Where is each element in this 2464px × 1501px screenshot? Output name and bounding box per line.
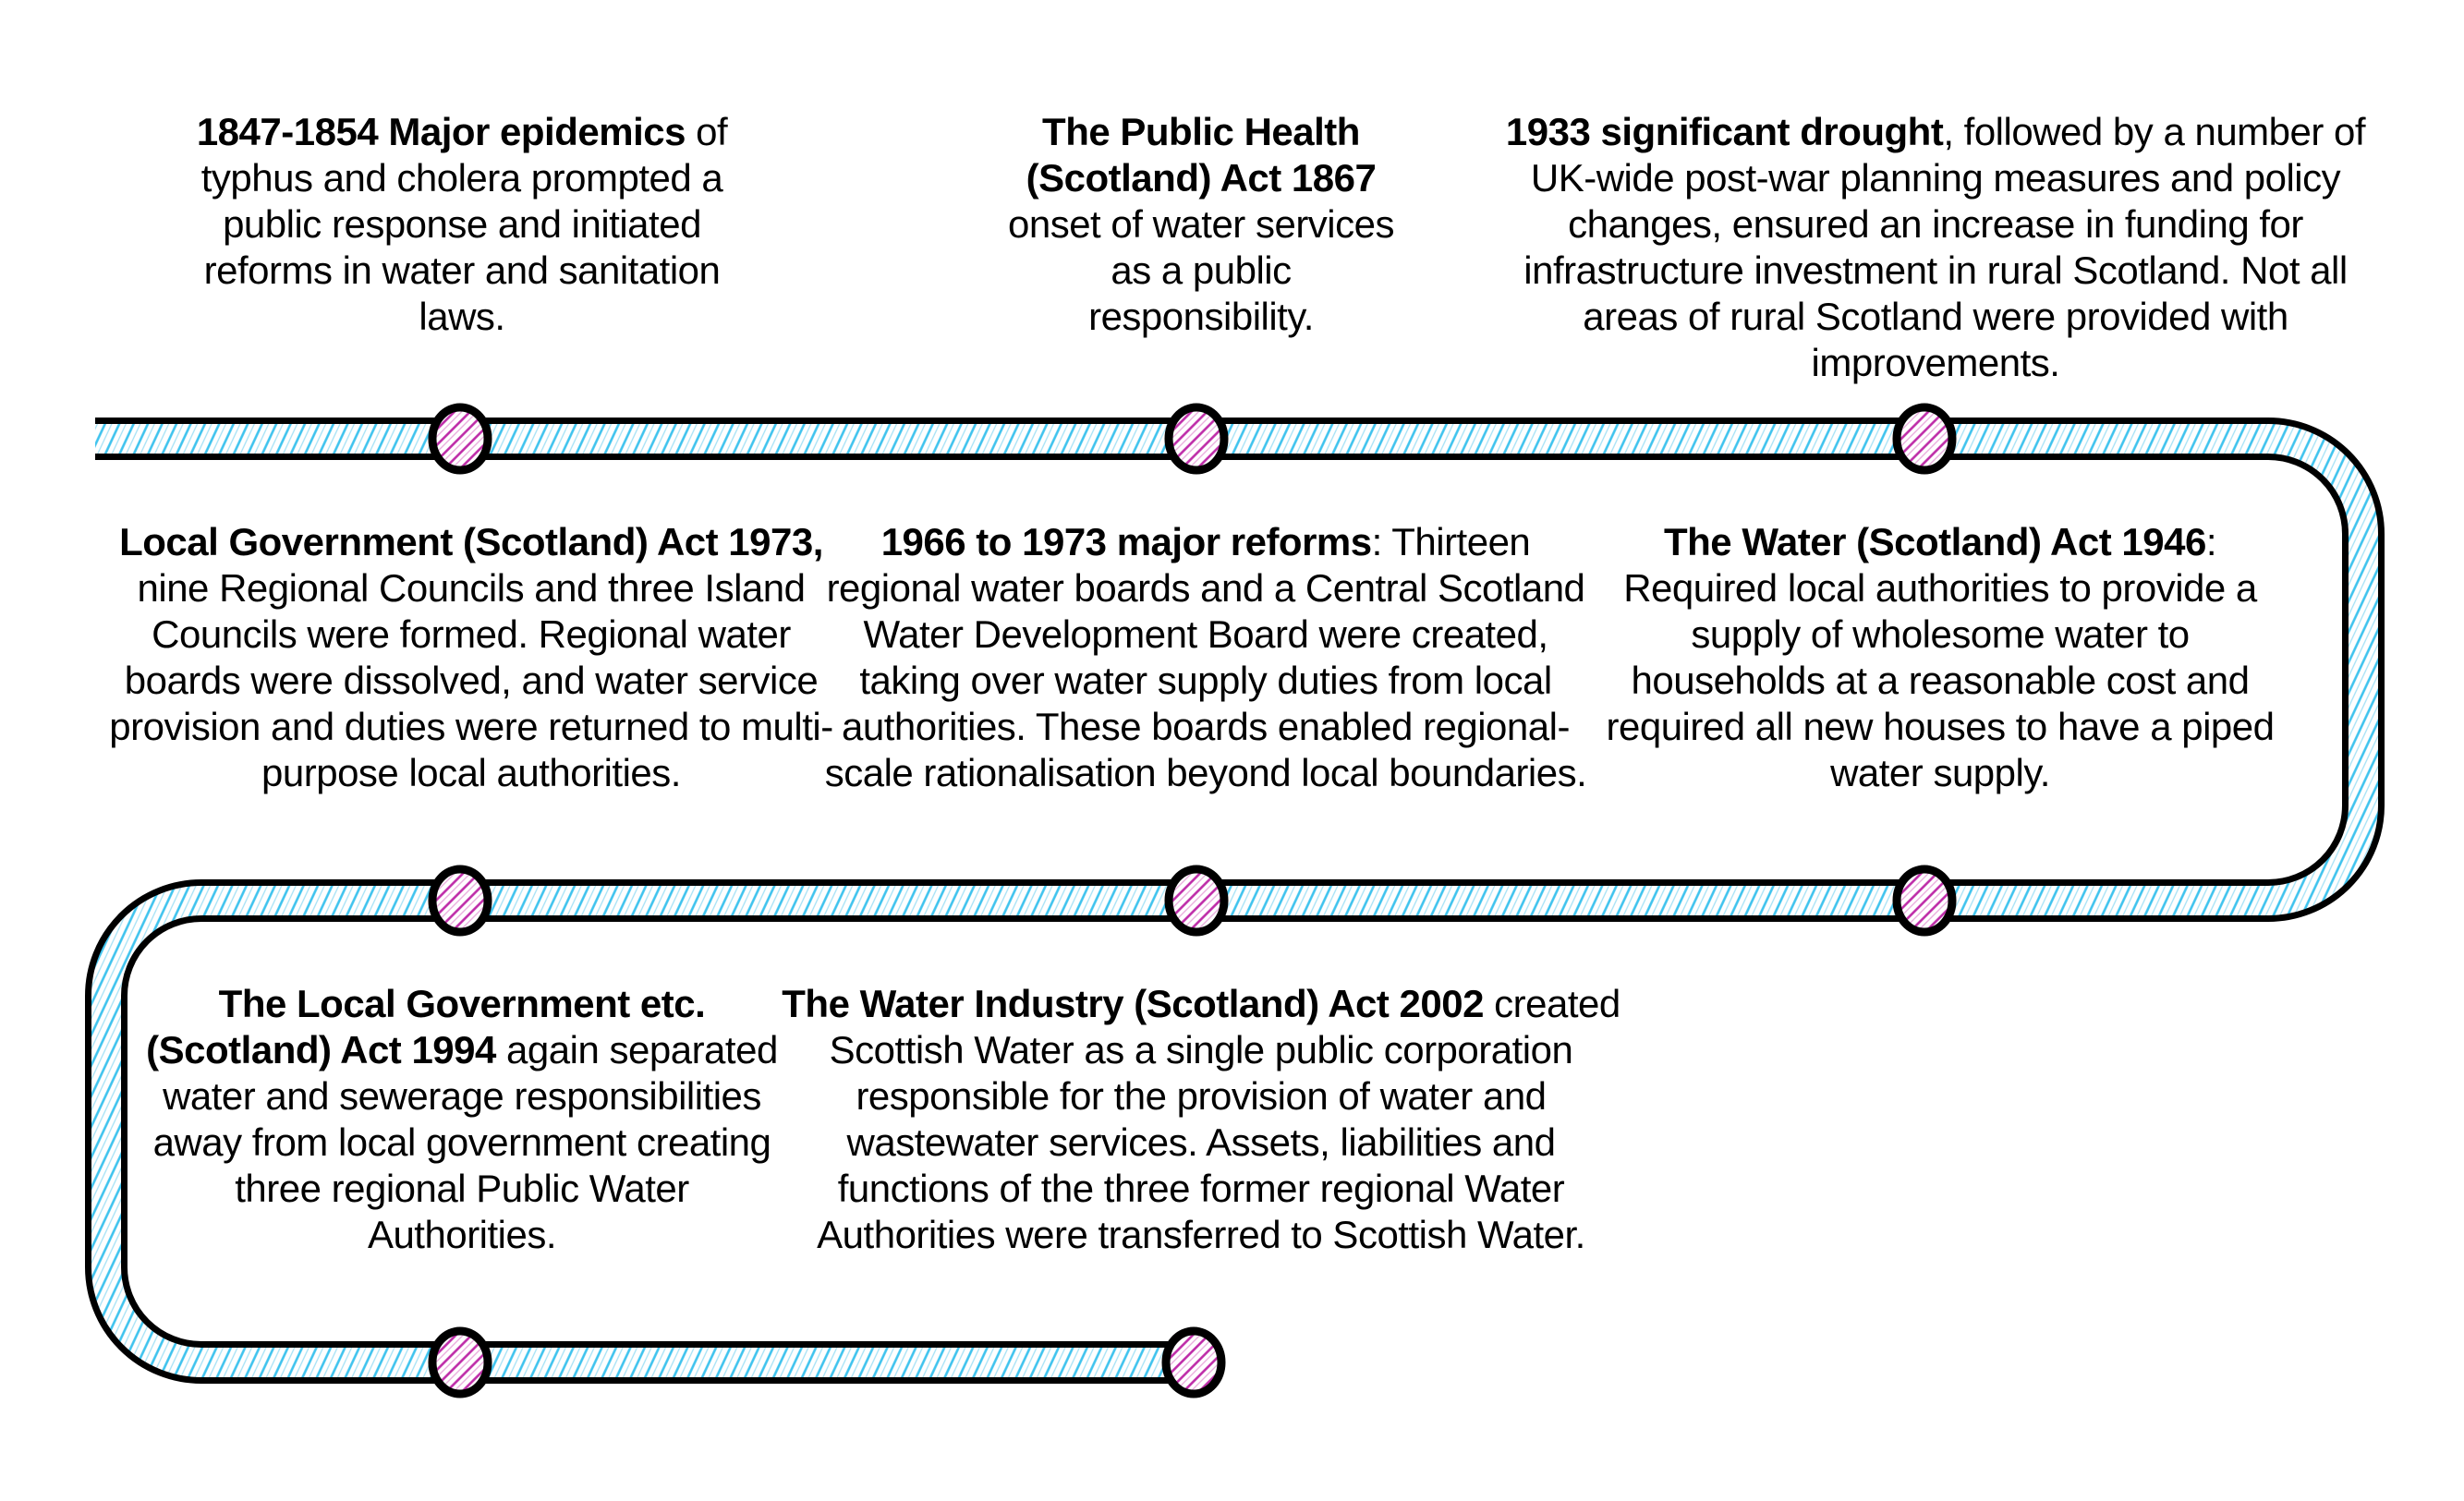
event-3-body: , followed by a number of UK-wide post-w… (1523, 110, 2366, 384)
timeline-node-8 (1161, 1326, 1226, 1398)
timeline-event-8: The Water Industry (Scotland) Act 2002 c… (781, 981, 1621, 1258)
event-4-highlight: Local Government (Scotland) Act 1973, (119, 520, 823, 563)
event-7-body: again separated water and sewerage respo… (152, 1028, 779, 1256)
event-8-body: created Scottish Water as a single publi… (817, 982, 1620, 1256)
event-3-highlight: 1933 significant drought (1505, 110, 1944, 153)
timeline-node-1 (428, 403, 492, 475)
event-1-highlight: 1847-1854 Major epidemics (196, 110, 686, 153)
event-5-body: : Thirteen regional water boards and a C… (824, 520, 1587, 794)
timeline-node-7 (428, 1326, 492, 1398)
timeline-event-3: 1933 significant drought, followed by a … (1492, 109, 2379, 386)
event-8-highlight: The Water Industry (Scotland) Act 2002 (782, 982, 1484, 1025)
event-6-body: : Required local authorities to provide … (1606, 520, 2275, 794)
event-4-body: nine Regional Councils and three Island … (109, 566, 833, 794)
event-2-highlight: The Public Health (Scotland) Act 1867 (1026, 110, 1377, 200)
timeline-event-2: The Public Health (Scotland) Act 1867 on… (1002, 109, 1400, 340)
event-6-highlight: The Water (Scotland) Act 1946 (1663, 520, 2206, 563)
timeline-node-3 (1892, 403, 1957, 475)
timeline-node-6 (1892, 865, 1957, 937)
event-2-body: onset of water services as a public resp… (1007, 202, 1395, 338)
event-5-highlight: 1966 to 1973 major reforms (880, 520, 1372, 563)
timeline-event-1: 1847-1854 Major epidemics of typhus and … (157, 109, 767, 340)
timeline-event-6: The Water (Scotland) Act 1946: Required … (1598, 519, 2282, 796)
timeline-path (91, 424, 2378, 1377)
timeline-event-7: The Local Government etc. (Scotland) Act… (139, 981, 785, 1258)
event-7-highlight: The Local Government etc. (Scotland) Act… (146, 982, 706, 1071)
timeline-event-5: 1966 to 1973 major reforms: Thirteen reg… (818, 519, 1594, 796)
event-1-body: of typhus and cholera prompted a public … (200, 110, 728, 338)
timeline-node-4 (428, 865, 492, 937)
timeline-event-4: Local Government (Scotland) Act 1973, ni… (102, 519, 841, 796)
timeline-node-5 (1164, 865, 1229, 937)
timeline-node-2 (1164, 403, 1229, 475)
